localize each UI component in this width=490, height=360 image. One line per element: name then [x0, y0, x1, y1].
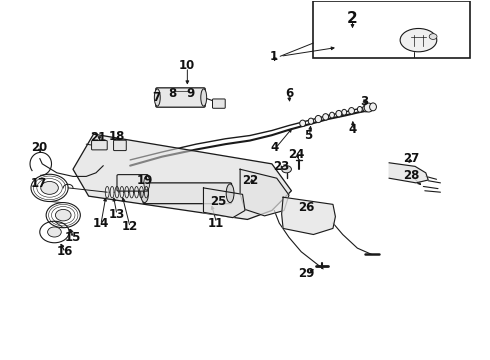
Ellipse shape: [330, 112, 334, 118]
Text: 8: 8: [169, 87, 177, 100]
Ellipse shape: [323, 114, 329, 120]
Ellipse shape: [226, 184, 234, 203]
Ellipse shape: [154, 89, 160, 106]
Polygon shape: [389, 163, 428, 183]
Ellipse shape: [308, 118, 314, 124]
Text: 4: 4: [348, 123, 357, 136]
Text: 22: 22: [242, 174, 258, 186]
FancyBboxPatch shape: [156, 88, 205, 107]
Text: 4: 4: [270, 141, 278, 154]
Polygon shape: [240, 169, 289, 216]
Text: 23: 23: [273, 160, 290, 173]
FancyBboxPatch shape: [92, 140, 107, 150]
Text: 20: 20: [31, 141, 47, 154]
FancyBboxPatch shape: [143, 183, 232, 204]
Text: 29: 29: [298, 267, 314, 280]
Text: 3: 3: [361, 95, 369, 108]
Ellipse shape: [141, 184, 148, 203]
Circle shape: [282, 166, 292, 173]
Text: 24: 24: [288, 148, 304, 161]
Text: 14: 14: [93, 217, 109, 230]
Polygon shape: [73, 134, 292, 220]
Polygon shape: [203, 188, 245, 218]
Circle shape: [55, 210, 71, 221]
Ellipse shape: [357, 107, 362, 112]
Circle shape: [48, 227, 61, 237]
FancyBboxPatch shape: [213, 99, 225, 108]
Text: 25: 25: [210, 195, 226, 208]
Ellipse shape: [144, 176, 150, 190]
Text: 17: 17: [31, 177, 47, 190]
Ellipse shape: [363, 105, 369, 112]
Text: 1: 1: [270, 50, 277, 63]
Text: 5: 5: [304, 129, 313, 142]
Ellipse shape: [300, 120, 306, 127]
Circle shape: [429, 34, 437, 40]
Ellipse shape: [369, 103, 376, 111]
Circle shape: [41, 181, 58, 194]
Text: 26: 26: [298, 202, 314, 215]
Text: 13: 13: [109, 208, 125, 221]
Text: 12: 12: [122, 220, 138, 233]
Text: 9: 9: [186, 87, 195, 100]
FancyBboxPatch shape: [117, 175, 148, 191]
Text: 28: 28: [403, 169, 419, 182]
Ellipse shape: [364, 103, 373, 112]
Text: 2: 2: [347, 11, 358, 26]
Ellipse shape: [400, 28, 437, 52]
Ellipse shape: [315, 116, 321, 123]
Text: 16: 16: [57, 245, 74, 258]
Polygon shape: [282, 197, 335, 234]
Text: 19: 19: [137, 174, 153, 187]
Ellipse shape: [336, 111, 342, 117]
Text: 15: 15: [65, 231, 81, 244]
Text: 27: 27: [403, 152, 419, 165]
Text: 6: 6: [285, 87, 293, 100]
Ellipse shape: [342, 109, 346, 115]
Text: 10: 10: [178, 59, 195, 72]
Text: 11: 11: [208, 216, 224, 230]
Text: 18: 18: [109, 130, 125, 144]
Text: 7: 7: [152, 91, 160, 104]
Ellipse shape: [201, 89, 207, 106]
Bar: [314, 1, 470, 58]
Ellipse shape: [348, 108, 354, 114]
Text: 21: 21: [90, 131, 106, 144]
FancyBboxPatch shape: [114, 140, 126, 150]
